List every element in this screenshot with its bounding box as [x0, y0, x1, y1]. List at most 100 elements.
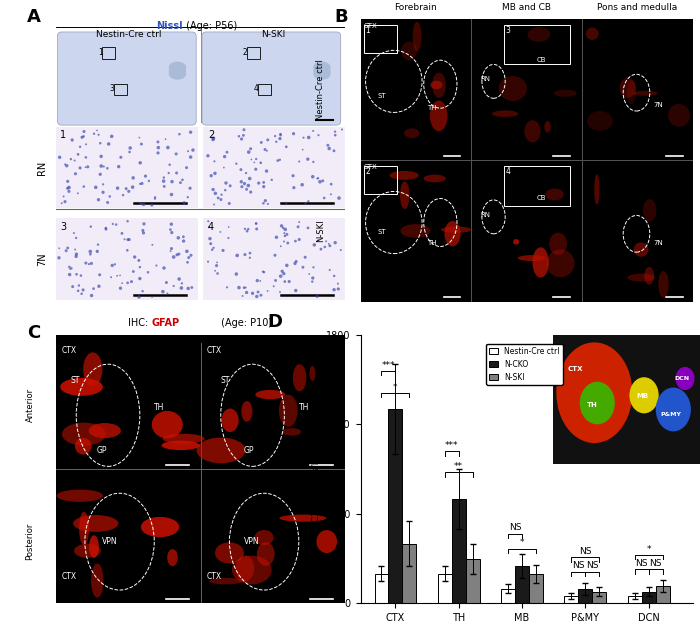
Point: [212, 268, 223, 279]
Ellipse shape: [152, 411, 183, 438]
Point: [237, 291, 248, 301]
Ellipse shape: [634, 243, 648, 257]
Point: [176, 278, 188, 288]
Point: [64, 270, 75, 280]
Bar: [389, 410, 402, 603]
Text: D: D: [267, 313, 283, 331]
Ellipse shape: [60, 378, 103, 396]
Text: VPN: VPN: [244, 537, 260, 546]
FancyBboxPatch shape: [57, 32, 196, 125]
Point: [256, 290, 267, 300]
Point: [255, 158, 266, 168]
Point: [238, 130, 249, 141]
Ellipse shape: [236, 555, 254, 581]
Point: [120, 184, 132, 194]
Ellipse shape: [586, 28, 598, 40]
Point: [244, 252, 256, 263]
Point: [271, 137, 282, 147]
Point: [185, 183, 196, 193]
Ellipse shape: [424, 175, 446, 182]
Point: [202, 216, 214, 227]
Text: Posterior: Posterior: [25, 523, 34, 560]
Text: Nissl: Nissl: [157, 21, 183, 31]
Point: [225, 180, 236, 191]
Point: [126, 277, 137, 287]
Text: CB: CB: [537, 56, 546, 63]
Point: [223, 222, 235, 232]
Text: TH: TH: [427, 105, 437, 110]
Point: [251, 218, 262, 229]
Point: [315, 244, 326, 254]
Point: [333, 193, 344, 203]
Point: [62, 176, 74, 186]
Point: [262, 199, 274, 209]
Point: [122, 216, 133, 227]
Ellipse shape: [74, 544, 101, 558]
Point: [218, 245, 229, 256]
Text: 7N: 7N: [37, 252, 48, 266]
Text: *: *: [646, 545, 651, 554]
Text: Nestin-Cre ctrl: Nestin-Cre ctrl: [316, 60, 326, 120]
Point: [239, 223, 251, 234]
Text: NS: NS: [636, 559, 648, 568]
Point: [174, 129, 185, 139]
Text: CTX: CTX: [364, 164, 378, 170]
Ellipse shape: [75, 438, 92, 455]
Point: [166, 219, 177, 229]
Ellipse shape: [141, 517, 179, 537]
Point: [133, 256, 144, 266]
Point: [78, 285, 89, 295]
Point: [209, 266, 220, 276]
Point: [281, 229, 293, 239]
Point: [239, 178, 250, 189]
Point: [274, 287, 286, 297]
Point: [76, 270, 87, 281]
Point: [323, 143, 335, 153]
Text: 3: 3: [109, 84, 114, 93]
Point: [297, 180, 308, 190]
Point: [272, 155, 284, 166]
Ellipse shape: [524, 120, 540, 143]
Point: [231, 159, 242, 169]
Point: [122, 278, 133, 288]
Point: [244, 248, 256, 258]
Point: [293, 217, 304, 227]
Point: [211, 257, 223, 268]
Point: [149, 193, 160, 204]
Point: [71, 269, 82, 279]
Point: [266, 175, 277, 185]
Point: [62, 183, 73, 193]
Point: [136, 178, 148, 189]
Ellipse shape: [257, 542, 274, 566]
Point: [235, 164, 246, 175]
Point: [307, 277, 318, 287]
Text: 4: 4: [505, 168, 510, 177]
Point: [158, 263, 169, 273]
Point: [64, 182, 75, 193]
Point: [183, 283, 194, 293]
Point: [258, 267, 270, 277]
Ellipse shape: [89, 535, 99, 558]
Point: [175, 177, 186, 187]
Point: [314, 177, 326, 187]
Point: [134, 132, 145, 143]
Point: [142, 267, 153, 277]
Point: [243, 224, 254, 234]
Point: [138, 228, 149, 238]
Point: [205, 239, 216, 249]
Point: [150, 192, 161, 202]
Text: GFAP: GFAP: [151, 318, 179, 328]
Bar: [503, 166, 570, 205]
Text: ***: ***: [445, 441, 458, 450]
Text: A: A: [27, 8, 41, 26]
Point: [168, 252, 179, 262]
Point: [86, 290, 97, 300]
Point: [178, 198, 190, 208]
Point: [231, 269, 242, 279]
Point: [185, 127, 196, 137]
Point: [236, 134, 247, 144]
Ellipse shape: [279, 515, 326, 522]
Point: [290, 286, 301, 296]
Point: [182, 257, 193, 268]
Point: [185, 152, 196, 162]
